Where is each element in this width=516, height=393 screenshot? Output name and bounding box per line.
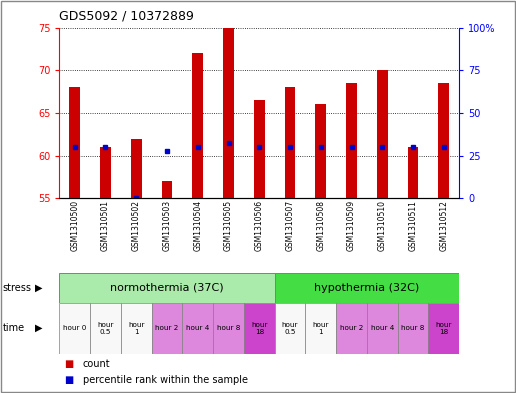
Bar xyxy=(213,303,244,354)
Bar xyxy=(346,83,357,198)
Text: hour 4: hour 4 xyxy=(370,325,394,331)
Bar xyxy=(275,273,459,303)
Bar xyxy=(162,181,172,198)
Bar xyxy=(131,139,141,198)
Bar xyxy=(367,303,398,354)
Text: hour 8: hour 8 xyxy=(217,325,240,331)
Bar xyxy=(275,303,305,354)
Text: hour 2: hour 2 xyxy=(340,325,363,331)
Text: percentile rank within the sample: percentile rank within the sample xyxy=(83,375,248,386)
Bar xyxy=(377,70,388,198)
Bar xyxy=(192,53,203,198)
Bar xyxy=(336,303,367,354)
Text: ▶: ▶ xyxy=(35,283,42,293)
Text: hour
0.5: hour 0.5 xyxy=(282,321,298,335)
Text: time: time xyxy=(3,323,25,333)
Text: hour 2: hour 2 xyxy=(155,325,179,331)
Text: hypothermia (32C): hypothermia (32C) xyxy=(314,283,420,293)
Text: hour
1: hour 1 xyxy=(128,321,144,335)
Bar xyxy=(428,303,459,354)
Text: hour
0.5: hour 0.5 xyxy=(97,321,114,335)
Text: hour
18: hour 18 xyxy=(436,321,452,335)
Bar xyxy=(285,87,296,198)
Bar xyxy=(439,83,449,198)
Text: hour
1: hour 1 xyxy=(313,321,329,335)
Text: hour
18: hour 18 xyxy=(251,321,267,335)
Text: ■: ■ xyxy=(64,375,74,386)
Bar xyxy=(244,303,275,354)
Text: ■: ■ xyxy=(64,358,74,369)
Bar xyxy=(152,303,182,354)
Bar xyxy=(90,303,121,354)
Bar xyxy=(69,87,80,198)
Bar xyxy=(305,303,336,354)
Text: normothermia (37C): normothermia (37C) xyxy=(110,283,224,293)
Bar xyxy=(182,303,213,354)
Bar xyxy=(315,105,326,198)
Bar xyxy=(398,303,428,354)
Bar xyxy=(59,303,90,354)
Bar xyxy=(59,273,275,303)
Text: hour 8: hour 8 xyxy=(401,325,425,331)
Bar xyxy=(100,147,111,198)
Bar xyxy=(408,147,418,198)
Text: ▶: ▶ xyxy=(35,323,42,333)
Text: hour 0: hour 0 xyxy=(63,325,86,331)
Text: count: count xyxy=(83,358,110,369)
Bar xyxy=(223,28,234,198)
Bar xyxy=(121,303,152,354)
Bar xyxy=(254,100,265,198)
Text: GDS5092 / 10372889: GDS5092 / 10372889 xyxy=(59,10,194,23)
Text: stress: stress xyxy=(3,283,31,293)
Text: hour 4: hour 4 xyxy=(186,325,209,331)
